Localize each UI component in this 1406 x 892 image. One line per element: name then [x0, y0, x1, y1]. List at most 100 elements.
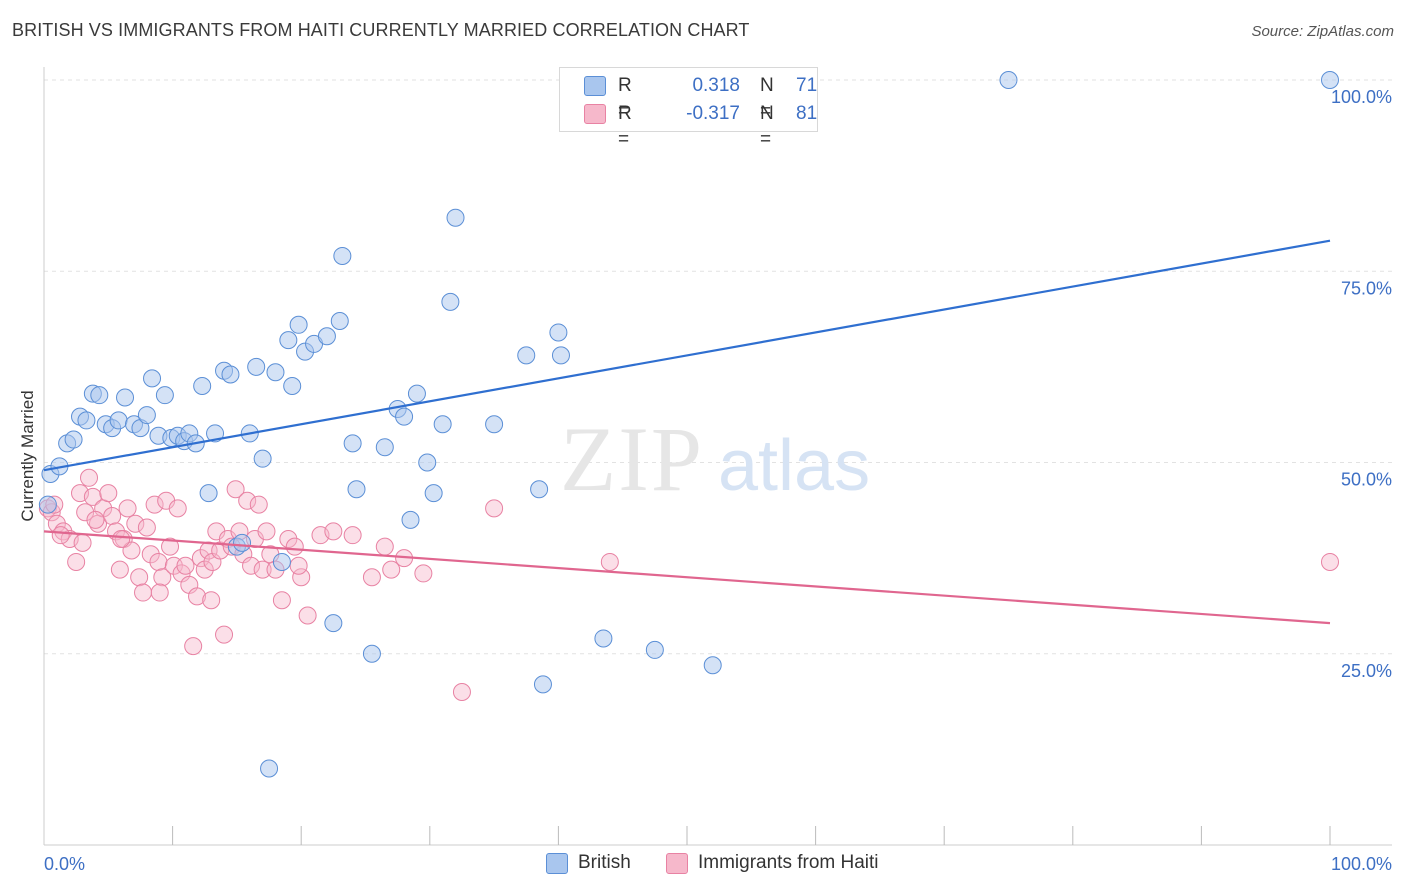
- haiti-point: [343, 526, 362, 545]
- haiti-point: [86, 510, 105, 529]
- haiti-point: [149, 552, 168, 571]
- haiti-point: [130, 568, 149, 587]
- haiti-point: [226, 480, 245, 499]
- r-value: 0.318: [692, 75, 740, 96]
- british-point: [260, 759, 279, 778]
- y-tick-label: 25.0%: [1341, 661, 1392, 681]
- haiti-point: [238, 491, 257, 510]
- british-point: [155, 386, 174, 405]
- british-point: [193, 377, 212, 395]
- x-tick-label: 0.0%: [44, 854, 85, 874]
- british-point: [317, 327, 336, 346]
- british-point: [441, 292, 460, 311]
- haiti-point: [153, 568, 172, 587]
- haiti-point: [176, 556, 195, 575]
- british-point: [343, 434, 362, 453]
- british-point: [272, 552, 291, 571]
- n-value: 71: [796, 75, 818, 96]
- haiti-point: [324, 522, 343, 541]
- correlation-legend: R = 0.318 N = 71 R = -0.317 N = 81: [559, 67, 818, 150]
- haiti-point: [103, 507, 122, 526]
- haiti-point: [202, 591, 221, 610]
- y-tick-label: 75.0%: [1341, 278, 1392, 298]
- british-point: [333, 246, 352, 265]
- british-swatch: [584, 76, 606, 96]
- british-point: [116, 388, 135, 407]
- axes: [43, 67, 1392, 846]
- haiti-point: [67, 552, 86, 571]
- haiti-point: [110, 560, 129, 579]
- british-point: [330, 311, 349, 330]
- british-point: [279, 331, 298, 350]
- haiti-label: Immigrants from Haiti: [698, 852, 879, 873]
- haiti-point: [253, 560, 272, 579]
- haiti-point: [184, 637, 203, 656]
- haiti-point: [298, 606, 317, 625]
- haiti-point: [76, 503, 95, 522]
- haiti-point: [122, 541, 141, 560]
- haiti-trend-line: [43, 530, 1331, 625]
- british-point: [233, 533, 252, 552]
- haiti-point: [242, 556, 261, 575]
- haiti-point: [600, 552, 619, 571]
- haiti-point: [168, 499, 187, 518]
- haiti-swatch: [584, 104, 606, 124]
- r-label: R =: [618, 75, 632, 122]
- haiti-point: [80, 468, 99, 487]
- british-point: [433, 415, 452, 434]
- british-point: [206, 424, 225, 443]
- haiti-point: [292, 568, 311, 587]
- haiti-point: [126, 514, 145, 533]
- haiti-point: [1321, 552, 1339, 571]
- n-label: N =: [760, 103, 774, 150]
- haiti-point: [452, 683, 471, 701]
- haiti-point: [112, 530, 131, 548]
- british-point: [999, 71, 1018, 89]
- british-point: [407, 384, 426, 403]
- haiti-point: [272, 591, 291, 610]
- british-point: [137, 406, 156, 425]
- british-point: [549, 323, 568, 342]
- haiti-point: [279, 530, 298, 548]
- haiti-point: [141, 545, 160, 564]
- british-point: [418, 453, 437, 472]
- watermark-zip: ZIP: [560, 408, 704, 510]
- british-point: [424, 484, 443, 503]
- haiti-point: [134, 583, 153, 602]
- haiti-point: [118, 499, 137, 518]
- british-point: [324, 614, 343, 633]
- british-label: British: [578, 852, 631, 873]
- british-point: [283, 377, 302, 395]
- haiti-point: [375, 537, 394, 556]
- british-point: [38, 495, 57, 514]
- n-value: 81: [796, 103, 818, 124]
- r-label: R =: [618, 103, 632, 150]
- x-tick-label: 100.0%: [1331, 854, 1392, 874]
- r-value: -0.317: [686, 103, 740, 124]
- haiti-point: [249, 495, 268, 514]
- british-point: [64, 430, 83, 449]
- british-point: [645, 640, 664, 659]
- british-trend-line: [43, 239, 1331, 472]
- british-point: [253, 449, 272, 468]
- source-credit: Source: ZipAtlas.com: [1251, 23, 1394, 40]
- british-point: [143, 369, 162, 388]
- haiti-point: [99, 484, 118, 503]
- british-point: [109, 411, 128, 430]
- y-tick-label: 100.0%: [1331, 87, 1392, 107]
- british-point: [395, 407, 414, 426]
- british-point: [446, 208, 465, 227]
- haiti-points: [38, 468, 1339, 701]
- british-swatch: [546, 853, 568, 874]
- haiti-point: [382, 560, 401, 579]
- y-tick-label: 50.0%: [1341, 470, 1392, 490]
- haiti-point: [414, 564, 433, 583]
- british-point: [362, 644, 381, 663]
- haiti-point: [161, 537, 180, 556]
- british-point: [530, 480, 549, 499]
- british-point: [90, 386, 109, 405]
- british-point: [1321, 71, 1339, 89]
- haiti-point: [191, 549, 210, 568]
- watermark-atlas: atlas: [718, 426, 870, 506]
- haiti-point: [188, 587, 207, 606]
